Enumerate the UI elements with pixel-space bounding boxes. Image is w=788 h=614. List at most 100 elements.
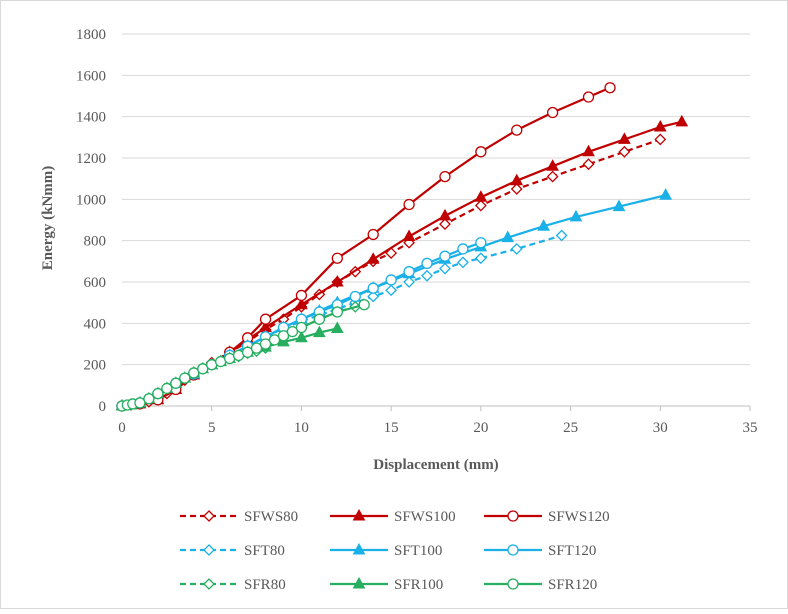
x-tick-label: 5 (208, 420, 216, 436)
data-point-sft80 (474, 252, 487, 265)
legend-label: SFT120 (548, 543, 596, 559)
data-point-sfws80 (439, 218, 451, 231)
data-point-sfws80 (582, 158, 595, 171)
data-point-sfws120 (511, 124, 523, 136)
data-point-sfws120 (259, 313, 272, 325)
data-point-sfws120 (439, 170, 451, 183)
data-point-sfr120 (286, 325, 299, 338)
gridlines (122, 33, 750, 366)
data-point-sfws100 (366, 252, 380, 264)
data-point-sft100 (537, 219, 551, 231)
legend-swatch-marker (352, 542, 366, 555)
data-point-sfws100 (330, 274, 344, 287)
data-point-sft80 (421, 269, 433, 282)
legend-item-sfws100: SFWS100 (330, 508, 456, 525)
data-point-sfws80 (510, 183, 523, 195)
data-point-sfws100 (474, 190, 488, 202)
series-sfr120 (116, 299, 370, 412)
x-tick-label: 10 (294, 420, 309, 436)
data-point-sfws120 (582, 91, 595, 103)
data-point-sfr120 (170, 377, 182, 389)
data-point-sft120 (439, 250, 451, 262)
data-point-sfr120 (143, 393, 155, 405)
x-tick-label: 35 (743, 420, 758, 436)
data-point-sft80 (367, 290, 380, 303)
legend-label: SFT80 (244, 543, 285, 559)
y-tick-label: 1200 (76, 151, 106, 167)
legend-item-sfr120: SFR120 (484, 577, 597, 593)
y-tick-label: 1400 (76, 110, 106, 126)
data-point-sft80 (385, 284, 398, 297)
data-point-sfws120 (546, 106, 559, 119)
legend-item-sft120: SFT120 (484, 543, 596, 559)
legend-swatch-marker (507, 544, 519, 556)
legend-swatch-marker (203, 544, 215, 556)
axes (121, 405, 751, 411)
legend-item-sfr100: SFR100 (330, 576, 443, 593)
data-point-sft100 (501, 230, 515, 243)
legend-swatch-marker (352, 576, 366, 589)
data-point-sft80 (403, 276, 416, 288)
data-point-sfws100 (295, 297, 308, 310)
data-point-sfws120 (295, 289, 308, 302)
data-point-sfr120 (197, 363, 209, 375)
data-point-sfws80 (654, 133, 667, 146)
data-point-sfws120 (367, 228, 379, 241)
legend-item-sfws80: SFWS80 (180, 509, 298, 525)
data-point-sfr120 (268, 334, 281, 346)
y-tick-label: 1800 (76, 27, 106, 43)
data-point-sfws100 (402, 229, 416, 242)
legend: SFWS80 SFWS100 SFWS120 SFT80 SFT100 SFT120 SFR… (180, 508, 610, 593)
legend-label: SFWS120 (548, 509, 610, 525)
data-point-sft100 (569, 209, 583, 222)
data-point-sfws120 (604, 82, 616, 94)
x-tick-label: 30 (653, 420, 668, 436)
legend-label: SFWS80 (244, 509, 298, 525)
data-point-sfws80 (546, 170, 559, 183)
data-point-sfws100 (653, 119, 667, 132)
data-point-sft80 (510, 243, 523, 255)
legend-label: SFT100 (394, 543, 442, 559)
data-point-sft120 (457, 243, 469, 255)
data-point-sft100 (659, 188, 673, 200)
data-point-sft80 (456, 256, 469, 269)
data-point-sfr120 (152, 387, 164, 400)
x-tick-label: 15 (384, 420, 399, 436)
data-point-sfr100 (295, 330, 308, 343)
data-point-sfr120 (358, 299, 370, 311)
x-tick-label: 25 (563, 420, 578, 436)
data-point-sft120 (475, 237, 487, 249)
legend-label: SFWS100 (394, 509, 456, 525)
data-point-sfws100 (675, 114, 689, 127)
legend-swatch-marker (203, 510, 215, 522)
data-point-sft80 (555, 229, 568, 242)
x-tick-label: 0 (118, 420, 126, 436)
data-point-sft120 (421, 257, 433, 270)
data-point-sfws100 (438, 208, 452, 221)
data-point-sfws120 (403, 198, 415, 211)
data-point-sfr120 (179, 372, 191, 384)
legend-swatch-marker (203, 578, 215, 590)
x-axis-title: Displacement (mm) (373, 457, 498, 473)
data-point-sft120 (403, 266, 415, 278)
y-tick-label: 600 (84, 275, 107, 291)
data-point-sfr120 (188, 367, 200, 379)
legend-item-sfws120: SFWS120 (484, 509, 610, 525)
data-point-sfr120 (134, 397, 146, 409)
data-point-sfr100 (330, 321, 344, 333)
y-tick-label: 200 (84, 358, 107, 374)
data-point-sfws100 (510, 173, 524, 186)
plot-series (115, 82, 689, 412)
y-tick-label: 400 (84, 316, 107, 332)
data-point-sfr120 (295, 321, 308, 334)
tick-labels: 0 200 400 600 800 1000 1200 1400 1600 1800 0 5 10 15 2… (76, 27, 758, 436)
legend-item-sft100: SFT100 (330, 542, 442, 559)
legend-swatch-marker (507, 510, 519, 522)
data-point-sfr120 (313, 313, 326, 325)
data-point-sft120 (349, 290, 361, 303)
x-tick-label: 20 (473, 420, 488, 436)
data-point-sfws100 (582, 144, 595, 157)
